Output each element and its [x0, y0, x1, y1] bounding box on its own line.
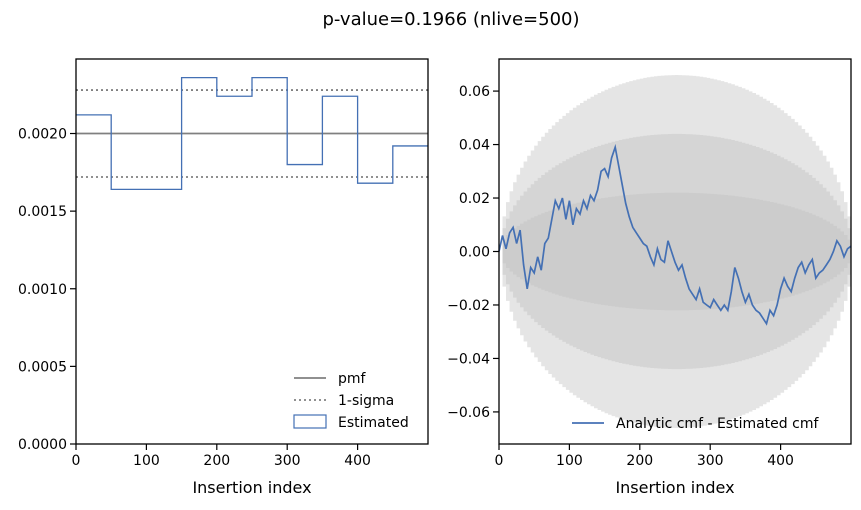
pmf-plot-marks	[76, 76, 428, 191]
cmf-x-axis-label: Insertion index	[615, 478, 734, 497]
cmf-y-tick-label: −0.06	[447, 405, 490, 421]
pmf-x-tick-label: 400	[344, 453, 371, 469]
cmf-legend: Analytic cmf - Estimated cmf	[572, 416, 819, 432]
cmf-x-tick-label: 100	[556, 453, 583, 469]
legend-label: 1-sigma	[338, 393, 394, 409]
sigma-band-3	[499, 75, 851, 428]
cmf-x-tick-label: 400	[767, 453, 794, 469]
cmf-axis-ticks: 0 100 200 300 400 −0.06 −0.04 −0.02 0.00 0.02 0.04…	[447, 84, 794, 469]
cmf-y-tick-label: 0.00	[459, 245, 490, 261]
pmf-x-tick-label: 200	[203, 453, 230, 469]
figure-title: p-value=0.1966 (nlive=500)	[322, 9, 579, 30]
sigma-band-1	[499, 192, 851, 311]
legend-label: pmf	[338, 371, 367, 387]
pmf-y-tick-label: 0.0010	[18, 282, 67, 298]
cmf-y-tick-label: −0.02	[447, 298, 490, 314]
cmf-x-tick-label: 0	[495, 453, 504, 469]
cmf-y-tick-label: 0.06	[459, 84, 490, 100]
cmf-y-tick-label: 0.02	[459, 191, 490, 207]
pmf-x-tick-label: 300	[274, 453, 301, 469]
legend-estimated-swatch	[293, 414, 327, 429]
pmf-x-tick-label: 100	[133, 453, 160, 469]
pmf-x-axis-label: Insertion index	[192, 478, 311, 497]
pmf-y-tick-label: 0.0020	[18, 127, 67, 143]
pmf-x-tick-label: 0	[72, 453, 81, 469]
pmf-y-tick-label: 0.0000	[18, 437, 67, 453]
cmf-difference-line	[498, 143, 852, 326]
pmf-axes-frame	[75, 58, 429, 445]
pmf-y-tick-label: 0.0015	[18, 204, 67, 220]
cmf-panel: 0 100 200 300 400 −0.06 −0.04 −0.02 0.00 0.02 0.04…	[447, 58, 852, 497]
pmf-y-tick-label: 0.0005	[18, 359, 67, 375]
legend-label: Analytic cmf - Estimated cmf	[616, 416, 819, 432]
sigma-band-2	[499, 133, 851, 370]
legend-label: Estimated	[338, 415, 409, 431]
cmf-x-tick-label: 300	[697, 453, 724, 469]
pmf-panel: 0 100 200 300 400 0.0000 0.0005 0.0010 0.0015 0.0…	[18, 58, 429, 497]
cmf-y-tick-label: 0.04	[459, 138, 490, 154]
pmf-legend: pmf 1-sigma Estimated	[293, 371, 409, 431]
cmf-y-tick-label: −0.04	[447, 351, 490, 367]
cmf-plot-marks	[498, 75, 852, 428]
estimated-step-line	[76, 76, 428, 191]
cmf-x-tick-label: 200	[626, 453, 653, 469]
pmf-axis-ticks: 0 100 200 300 400 0.0000 0.0005 0.0010 0.0015 0.0…	[18, 127, 371, 469]
